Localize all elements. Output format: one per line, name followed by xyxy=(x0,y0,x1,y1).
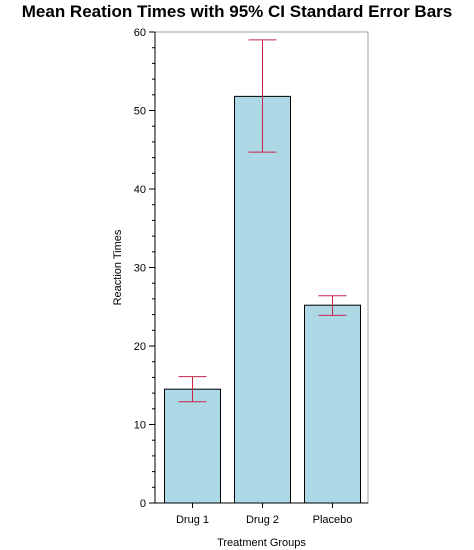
y-tick-label: 20 xyxy=(134,341,146,353)
chart-title: Mean Reation Times with 95% CI Standard … xyxy=(21,2,453,21)
x-tick-label: Drug 2 xyxy=(246,514,279,526)
y-tick-label: 30 xyxy=(134,263,146,275)
error-bars xyxy=(178,39,347,403)
x-tick-label: Drug 1 xyxy=(176,514,209,526)
y-tick-label: 40 xyxy=(134,184,146,196)
bars xyxy=(164,95,361,504)
bar xyxy=(234,95,291,504)
y-tick-label: 10 xyxy=(134,420,146,432)
y-axis: 0 10 20 30 40 50 60 xyxy=(134,27,156,510)
y-tick-label: 60 xyxy=(134,27,146,39)
y-tick-label: 0 xyxy=(140,498,146,510)
y-axis-label: Reaction Times xyxy=(112,229,124,305)
x-axis: Drug 1 Drug 2 Placebo xyxy=(155,502,368,526)
x-axis-label: Treatment Groups xyxy=(217,537,306,549)
x-tick-label: Placebo xyxy=(313,514,353,526)
bar xyxy=(164,388,221,504)
bar xyxy=(304,304,361,504)
y-tick-label: 50 xyxy=(134,106,146,118)
